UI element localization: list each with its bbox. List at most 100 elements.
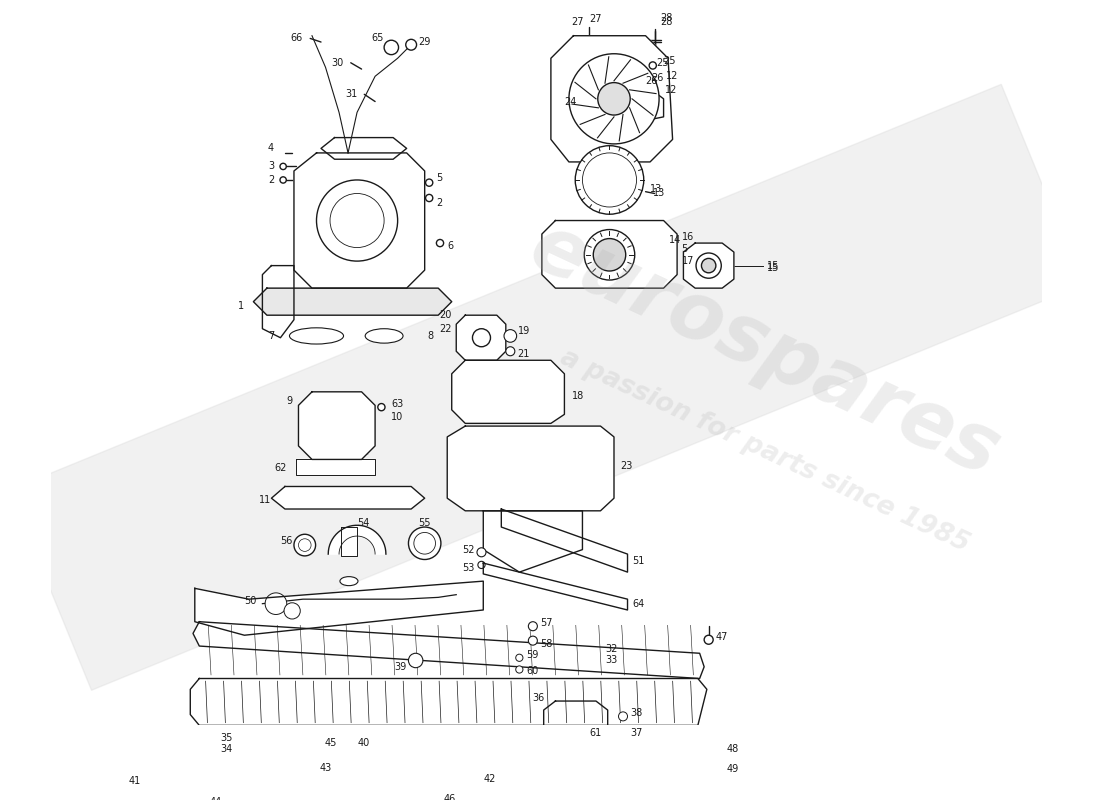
Text: 39: 39: [395, 662, 407, 672]
Text: 4: 4: [268, 143, 274, 154]
Text: 20: 20: [439, 310, 452, 320]
Ellipse shape: [365, 329, 403, 343]
Polygon shape: [483, 511, 582, 572]
Text: a passion for parts since 1985: a passion for parts since 1985: [556, 345, 974, 558]
Text: 7: 7: [268, 331, 274, 341]
Text: 65: 65: [372, 34, 384, 43]
Text: 24: 24: [564, 97, 578, 106]
Text: 32: 32: [605, 644, 617, 654]
Text: 46: 46: [444, 794, 456, 800]
Circle shape: [506, 346, 515, 356]
Text: 15: 15: [768, 263, 780, 274]
Text: 57: 57: [540, 618, 552, 628]
Circle shape: [528, 636, 538, 645]
Circle shape: [638, 73, 645, 79]
Text: 47: 47: [716, 632, 728, 642]
Polygon shape: [341, 527, 358, 556]
Text: 10: 10: [392, 412, 404, 422]
Text: 31: 31: [344, 90, 358, 99]
Circle shape: [437, 239, 443, 246]
Text: 19: 19: [517, 326, 530, 335]
Text: 21: 21: [517, 349, 530, 359]
Text: 63: 63: [392, 398, 404, 409]
Circle shape: [649, 62, 657, 69]
Polygon shape: [452, 360, 564, 423]
Text: 14: 14: [670, 235, 682, 246]
Polygon shape: [448, 426, 614, 511]
Circle shape: [298, 538, 311, 551]
Text: 28: 28: [660, 13, 672, 22]
Text: 13: 13: [650, 184, 662, 194]
Circle shape: [317, 180, 397, 261]
Circle shape: [582, 153, 637, 207]
Circle shape: [414, 533, 436, 554]
Circle shape: [597, 82, 630, 115]
Polygon shape: [143, 775, 558, 790]
Circle shape: [593, 238, 626, 271]
Ellipse shape: [289, 328, 343, 344]
Polygon shape: [253, 288, 452, 315]
Text: 11: 11: [260, 495, 272, 505]
Text: 27: 27: [571, 17, 583, 27]
Circle shape: [426, 194, 432, 202]
Circle shape: [406, 39, 417, 50]
Text: 27: 27: [590, 14, 602, 25]
Circle shape: [516, 666, 522, 673]
Text: 60: 60: [527, 666, 539, 676]
Circle shape: [504, 330, 517, 342]
Circle shape: [280, 177, 286, 183]
Text: 3: 3: [268, 162, 274, 171]
Circle shape: [235, 748, 244, 757]
Circle shape: [516, 654, 522, 662]
Polygon shape: [542, 221, 678, 288]
Polygon shape: [272, 486, 425, 509]
Text: 35: 35: [220, 733, 233, 743]
Text: 62: 62: [274, 462, 287, 473]
Polygon shape: [296, 459, 375, 474]
Polygon shape: [587, 86, 663, 122]
Text: 58: 58: [540, 639, 552, 650]
Text: 55: 55: [418, 518, 431, 529]
Text: 5: 5: [682, 244, 688, 254]
Circle shape: [426, 179, 432, 186]
Text: 12: 12: [667, 71, 679, 82]
Polygon shape: [263, 266, 294, 338]
Text: 64: 64: [632, 598, 645, 609]
Text: 12: 12: [666, 85, 678, 95]
Polygon shape: [192, 622, 704, 678]
Polygon shape: [328, 526, 386, 554]
Text: 15: 15: [768, 261, 780, 270]
Text: 54: 54: [358, 518, 370, 527]
Polygon shape: [483, 563, 627, 610]
Text: 26: 26: [646, 76, 658, 86]
Circle shape: [230, 796, 235, 800]
Circle shape: [569, 54, 659, 144]
Polygon shape: [321, 138, 407, 159]
Text: 56: 56: [279, 537, 293, 546]
Text: 16: 16: [682, 232, 694, 242]
Polygon shape: [334, 754, 388, 778]
Text: 52: 52: [462, 545, 474, 554]
Circle shape: [235, 737, 244, 746]
Text: 1: 1: [239, 301, 244, 311]
Polygon shape: [456, 315, 506, 360]
Text: 53: 53: [462, 562, 474, 573]
Circle shape: [528, 622, 538, 630]
Text: 22: 22: [439, 324, 452, 334]
Text: 36: 36: [532, 694, 544, 703]
Text: 23: 23: [620, 461, 632, 470]
Polygon shape: [190, 678, 707, 726]
Circle shape: [462, 790, 468, 796]
Text: 43: 43: [320, 762, 332, 773]
Circle shape: [408, 654, 422, 668]
Text: 25: 25: [663, 56, 676, 66]
Circle shape: [280, 163, 286, 170]
Text: 18: 18: [572, 391, 584, 402]
Text: 48: 48: [727, 744, 739, 754]
Text: 40: 40: [358, 738, 370, 749]
Text: 50: 50: [244, 596, 256, 606]
Text: 38: 38: [630, 708, 642, 718]
Circle shape: [716, 762, 723, 770]
Ellipse shape: [340, 577, 358, 586]
Text: 29: 29: [418, 37, 431, 47]
